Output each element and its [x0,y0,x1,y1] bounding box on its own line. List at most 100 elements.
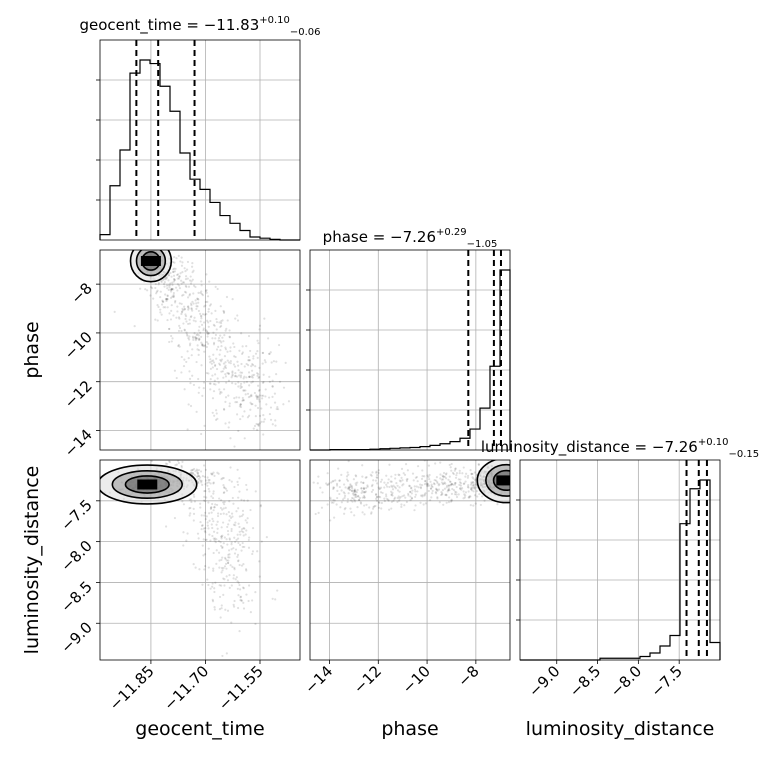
scatter-point [473,494,477,497]
gridlines [310,460,510,660]
scatter-point [241,586,245,589]
scatter-point [211,582,214,585]
scatter-point [249,611,252,614]
scatter-point [335,503,338,506]
scatter-point [191,348,194,351]
scatter-point [452,488,456,492]
scatter-point [394,473,397,476]
scatter-point [242,534,245,537]
scatter-point [172,277,176,281]
scatter-point [445,493,448,496]
scatter-point [204,289,208,293]
scatter-point [243,527,246,530]
scatter-point [168,327,171,331]
scatter-point [410,492,413,495]
scatter-point [474,502,477,505]
scatter-point [271,385,274,388]
scatter-point [203,321,206,324]
scatter-point [472,490,475,493]
scatter-point [254,352,258,355]
title-sub: −0.15 [729,449,760,460]
scatter-point [258,422,261,425]
scatter-point [160,280,163,283]
scatter-point [275,407,278,411]
scatter-point [236,533,239,536]
scatter-point [201,344,204,347]
scatter-point [414,504,417,507]
scatter-point [248,536,251,539]
scatter-point [182,544,185,547]
scatter-point [251,362,254,366]
scatter-point [233,397,236,400]
scatter-point [395,481,398,485]
scatter-point [385,483,388,486]
scatter-point [197,468,201,472]
scatter-point [224,487,228,490]
scatter-point [190,280,193,283]
scatter-point [167,274,170,277]
scatter-point [375,499,379,502]
scatter-point [390,493,393,497]
scatter-point [211,397,215,400]
scatter-point [182,364,186,368]
scatter-point [346,498,350,501]
scatter-point [163,278,166,281]
scatter-point [364,490,368,493]
scatter-point [237,496,240,499]
scatter-point [209,382,212,385]
scatter-point [222,593,225,596]
scatter-point [356,506,359,509]
title-main: luminosity_distance = −7.26 [481,438,698,457]
scatter-point [365,486,368,490]
scatter-point [197,475,201,478]
scatter-point [196,348,199,351]
scatter-point [378,487,381,491]
scatter-point [445,494,448,497]
scatter-point [222,512,225,515]
scatter-point [459,482,463,485]
scatter-point [390,493,393,496]
scatter-point [402,483,405,486]
scatter-point [205,313,208,316]
scatter-point [195,475,199,478]
scatter-point [429,499,432,502]
scatter-point [332,486,335,489]
scatter-point [330,501,333,504]
scatter-point [222,577,225,580]
scatter-point [345,475,349,478]
scatter-point [467,486,470,489]
scatter-point [180,312,183,316]
scatter-point [242,399,246,402]
scatter-point [237,369,240,372]
scatter-point [371,471,374,474]
scatter-point [378,487,381,490]
scatter-point [256,372,259,375]
scatter-point [242,607,246,610]
scatter-point [220,607,223,610]
scatter-point [210,511,213,514]
scatter-point [179,272,182,275]
scatter-point [195,468,198,471]
scatter-point [210,495,213,498]
scatter-point [398,490,401,493]
scatter-point [215,523,218,526]
scatter-point [242,562,245,566]
scatter-point [228,574,231,577]
scatter-point [208,490,211,493]
scatter-point [375,470,378,473]
scatter-point [195,333,198,337]
scatter-point [169,288,172,292]
scatter-point [427,464,431,467]
scatter-point [206,481,209,485]
scatter-point [205,341,208,344]
panel-hist-phase: phase = −7.26+0.29−1.05 [306,227,511,451]
scatter-point [189,302,193,305]
scatter-point [343,492,346,495]
scatter-point [256,339,259,342]
scatter-point [212,481,215,484]
scatter-point [239,376,242,379]
scatter-point [168,312,171,315]
scatter-point [354,489,357,492]
scatter-point [354,493,357,496]
scatter-point [405,478,408,481]
